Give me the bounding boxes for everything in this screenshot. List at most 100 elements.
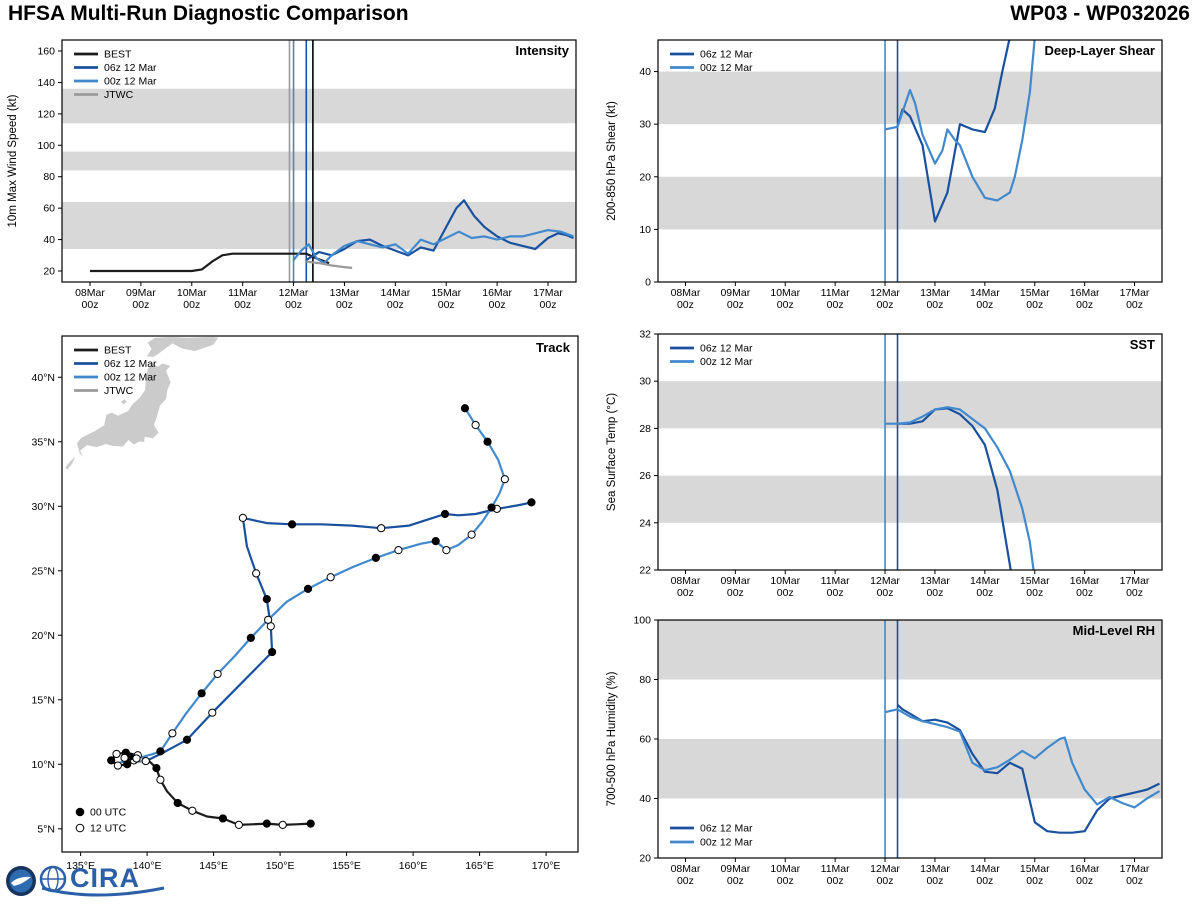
- svg-text:00z: 00z: [827, 875, 844, 887]
- track-marker: [173, 798, 182, 808]
- svg-text:00z: 00z: [387, 299, 404, 311]
- track-marker: [460, 404, 470, 413]
- svg-text:17Mar: 17Mar: [1120, 575, 1150, 587]
- svg-text:40: 40: [639, 66, 651, 78]
- svg-text:28: 28: [639, 423, 651, 435]
- track-marker: [208, 708, 217, 717]
- svg-text:08Mar: 08Mar: [75, 287, 105, 299]
- svg-text:10Mar: 10Mar: [770, 287, 800, 299]
- svg-text:11Mar: 11Mar: [821, 575, 850, 587]
- track-marker: [442, 546, 451, 555]
- svg-text:30: 30: [639, 376, 651, 388]
- svg-text:14Mar: 14Mar: [380, 287, 410, 299]
- svg-text:00z: 00z: [234, 299, 251, 311]
- svg-text:06z 12 Mar: 06z 12 Mar: [700, 49, 753, 61]
- svg-text:00z: 00z: [336, 299, 353, 311]
- svg-text:80: 80: [43, 171, 55, 183]
- track-line-best: [110, 751, 311, 826]
- svg-text:00z: 00z: [976, 875, 993, 887]
- sst-series-run06: [897, 407, 1012, 570]
- svg-text:24: 24: [639, 517, 651, 529]
- svg-text:00z 12 Mar: 00z 12 Mar: [700, 356, 753, 368]
- plot-border: [61, 39, 577, 283]
- svg-text:08Mar: 08Mar: [671, 287, 701, 299]
- svg-text:100: 100: [37, 140, 55, 152]
- svg-text:BEST: BEST: [104, 49, 132, 61]
- track-marker: [467, 530, 476, 539]
- intensity-series-jtwc: [306, 260, 353, 269]
- track-marker: [197, 689, 206, 698]
- svg-text:155°E: 155°E: [332, 860, 361, 872]
- svg-text:00z: 00z: [777, 299, 794, 311]
- svg-text:135°E: 135°E: [66, 860, 95, 872]
- svg-text:15Mar: 15Mar: [1020, 287, 1050, 299]
- svg-text:140°E: 140°E: [133, 860, 162, 872]
- svg-text:11Mar: 11Mar: [228, 287, 257, 299]
- track-marker: [303, 584, 313, 593]
- track-marker: [252, 569, 261, 578]
- svg-text:Intensity: Intensity: [516, 43, 570, 58]
- svg-text:Track: Track: [536, 340, 571, 355]
- intensity-series-best: [90, 252, 330, 273]
- svg-text:09Mar: 09Mar: [720, 863, 750, 875]
- land-polygon: [119, 398, 128, 406]
- track-marker: [112, 749, 121, 759]
- track-marker: [440, 509, 450, 519]
- svg-text:160: 160: [37, 46, 55, 58]
- track-marker: [132, 754, 141, 763]
- track-marker: [371, 553, 380, 562]
- svg-text:00z: 00z: [877, 299, 894, 311]
- svg-text:13Mar: 13Mar: [920, 863, 950, 875]
- svg-text:14Mar: 14Mar: [970, 575, 1000, 587]
- category-band: [658, 381, 1162, 429]
- svg-text:12Mar: 12Mar: [279, 287, 309, 299]
- intensity-chart: 2040608010012014016008Mar00z09Mar00z10Ma…: [7, 39, 577, 311]
- track-line-run00: [120, 407, 506, 764]
- track-marker: [152, 764, 161, 773]
- svg-text:00z: 00z: [285, 299, 302, 311]
- svg-text:00z: 00z: [1076, 875, 1093, 887]
- svg-text:00z 12 Mar: 00z 12 Mar: [104, 76, 157, 88]
- track-marker: [234, 820, 243, 830]
- svg-text:20: 20: [639, 853, 651, 865]
- marker-legend-o: [75, 823, 85, 833]
- svg-text:08Mar: 08Mar: [671, 575, 701, 587]
- svg-text:35°N: 35°N: [32, 436, 55, 448]
- svg-text:13Mar: 13Mar: [330, 287, 360, 299]
- svg-text:22: 22: [639, 565, 651, 577]
- track-marker: [278, 820, 287, 830]
- svg-text:00z: 00z: [1126, 299, 1143, 311]
- svg-text:00z: 00z: [727, 587, 744, 599]
- svg-text:06z 12 Mar: 06z 12 Mar: [104, 358, 157, 370]
- svg-text:00z: 00z: [1026, 875, 1043, 887]
- category-band: [62, 151, 576, 171]
- svg-text:16Mar: 16Mar: [1070, 287, 1100, 299]
- svg-text:200-850 hPa Shear (kt): 200-850 hPa Shear (kt): [606, 101, 618, 221]
- svg-text:40: 40: [639, 793, 651, 805]
- track-marker: [107, 756, 116, 765]
- svg-text:00z: 00z: [1076, 587, 1093, 599]
- track-marker: [431, 537, 440, 546]
- track-marker: [218, 814, 228, 823]
- category-band: [658, 620, 1162, 680]
- svg-text:60: 60: [639, 734, 651, 746]
- land-polygon: [64, 454, 77, 471]
- marker-legend-f: [75, 807, 85, 817]
- svg-text:00z 12 Mar: 00z 12 Mar: [104, 372, 157, 384]
- svg-text:80: 80: [639, 674, 651, 686]
- svg-text:Sea Surface Temp (°C): Sea Surface Temp (°C): [606, 393, 618, 511]
- rh-chart: 2040608010008Mar00z09Mar00z10Mar00z11Mar…: [606, 615, 1163, 887]
- category-band: [62, 88, 576, 124]
- svg-text:16Mar: 16Mar: [1070, 575, 1100, 587]
- category-band: [658, 176, 1162, 230]
- storm-id: WP03 - WP032026: [1010, 2, 1190, 25]
- track-marker: [326, 573, 335, 582]
- track-marker: [182, 735, 192, 744]
- cira-logo-text: CIRA: [70, 863, 140, 893]
- svg-text:00z: 00z: [727, 875, 744, 887]
- svg-text:Deep-Layer Shear: Deep-Layer Shear: [1044, 43, 1155, 58]
- svg-text:00z: 00z: [438, 299, 455, 311]
- land-polygon: [145, 336, 220, 358]
- svg-text:00z: 00z: [1126, 875, 1143, 887]
- cira-logo-graphic: [6, 865, 165, 897]
